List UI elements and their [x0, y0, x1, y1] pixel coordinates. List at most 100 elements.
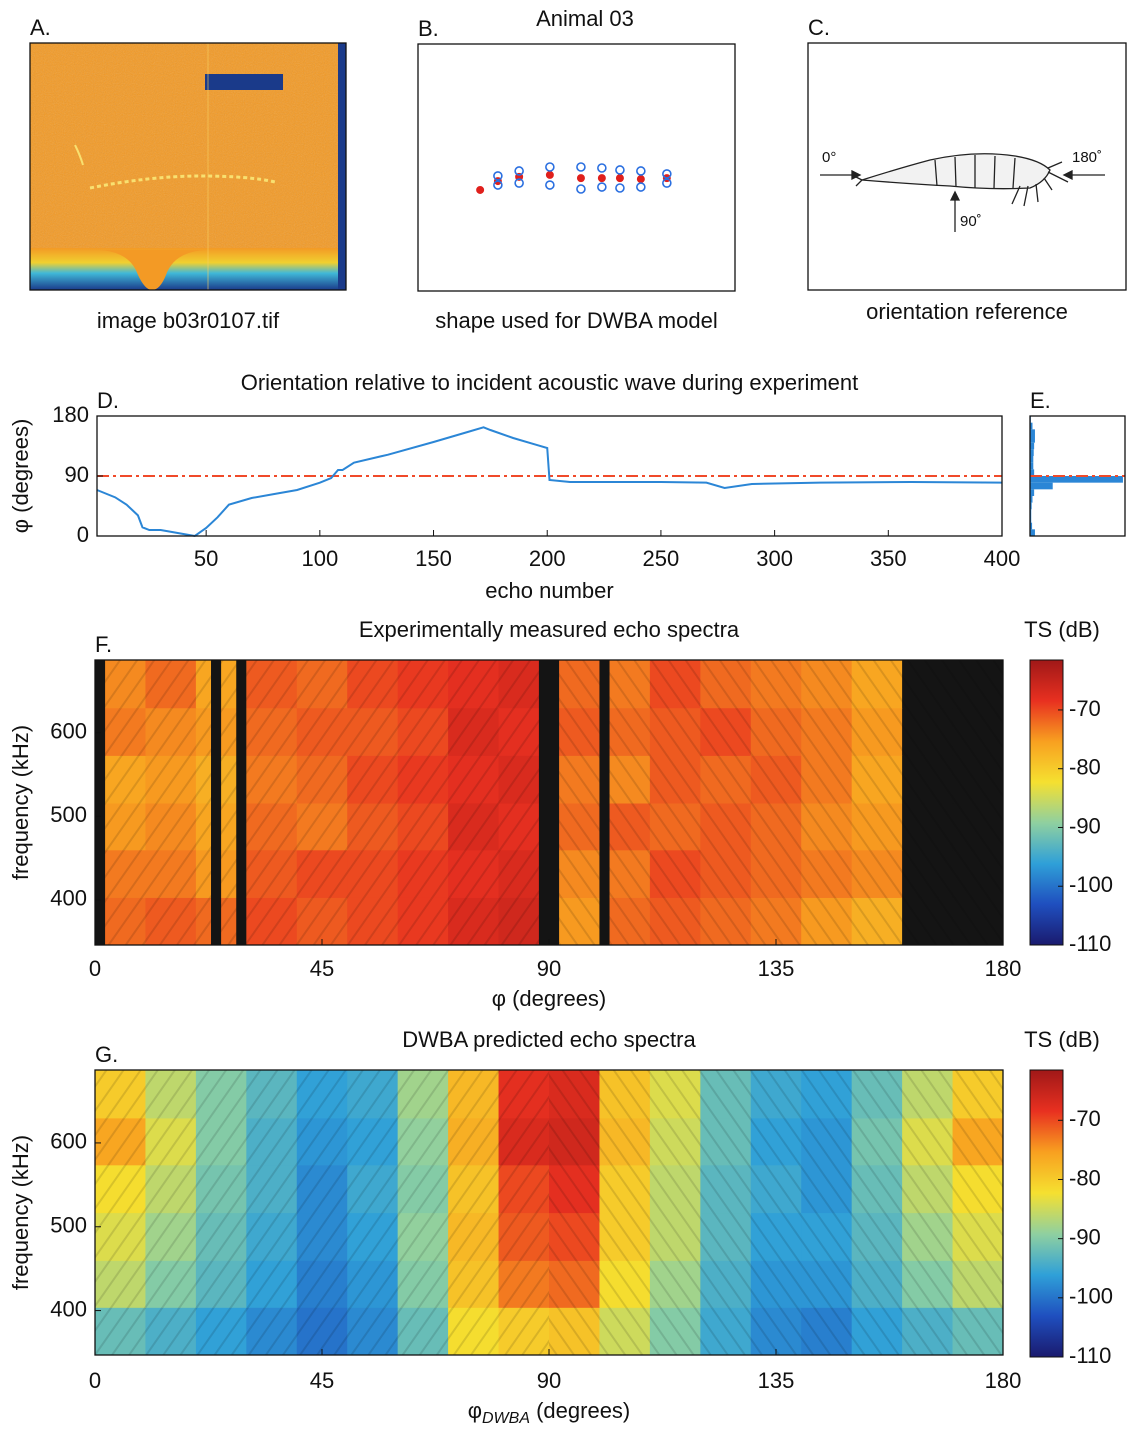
heatmap-cells	[95, 1070, 1003, 1355]
gap	[211, 660, 222, 945]
colorbar-tick-label: -90	[1069, 813, 1101, 838]
colorbar-tick-label: -70	[1069, 1106, 1101, 1131]
orientation-label: 90˚	[960, 213, 982, 230]
panel-label: D.	[97, 388, 119, 413]
y-tick-label: 500	[50, 802, 87, 827]
colorbar-tick-label: -90	[1069, 1224, 1101, 1249]
caption: orientation reference	[866, 299, 1068, 324]
panel-label: C.	[808, 15, 830, 40]
y-axis-label: frequency (kHz)	[8, 725, 33, 880]
histogram-bar	[1030, 489, 1035, 496]
colorbar-tick-label: -110	[1069, 931, 1111, 956]
panel-label: G.	[95, 1042, 118, 1067]
x-tick-label: 135	[758, 956, 795, 981]
panel-label: A.	[30, 15, 51, 40]
point	[597, 182, 607, 192]
x-axis-label-main: φ (degrees)	[492, 986, 607, 1011]
x-axis-label-unit: (degrees)	[530, 1398, 630, 1423]
x-tick-label: 250	[643, 546, 680, 571]
x-axis-label-sub: DWBA	[482, 1410, 530, 1427]
panel-label: B.	[418, 16, 439, 41]
x-axis-label: echo number	[485, 578, 613, 603]
point	[597, 163, 607, 173]
x-tick-label: 45	[310, 1368, 334, 1393]
colorbar-label: TS (dB)	[1024, 1027, 1100, 1052]
colorbar-label: TS (dB)	[1024, 617, 1100, 642]
point	[514, 178, 524, 188]
histogram-bar	[1030, 502, 1032, 510]
x-tick-label: 0	[89, 1368, 101, 1393]
colorbar	[1029, 659, 1064, 946]
x-tick-label: 150	[415, 546, 452, 571]
fringe-texture	[549, 660, 1003, 945]
point	[545, 180, 555, 190]
x-tick-label: 300	[756, 546, 793, 571]
y-tick-label: 180	[52, 402, 89, 427]
point	[615, 174, 624, 183]
point	[615, 183, 625, 193]
histogram-bar	[1030, 436, 1035, 443]
point	[662, 178, 672, 188]
x-tick-label: 200	[529, 546, 566, 571]
gap	[236, 660, 247, 945]
point	[636, 166, 646, 176]
x-axis-label: φ (degrees)	[492, 986, 607, 1011]
y-tick-label: 400	[50, 886, 87, 911]
orientation-label: 0°	[822, 149, 836, 166]
point	[476, 185, 485, 194]
x-tick-label: 350	[870, 546, 907, 571]
point	[576, 184, 586, 194]
gap	[95, 660, 106, 945]
fringe-texture	[95, 660, 549, 945]
histogram-bar	[1030, 469, 1035, 476]
frame	[417, 43, 736, 292]
x-axis-label-main: φ	[468, 1398, 482, 1423]
histogram-bar	[1030, 496, 1033, 503]
caption: shape used for DWBA model	[435, 308, 717, 333]
point	[576, 174, 585, 183]
colorbar-tick-label: -80	[1069, 1165, 1101, 1190]
x-tick-label: 135	[758, 1368, 795, 1393]
colorbar-tick-label: -100	[1069, 1284, 1113, 1309]
point	[615, 165, 625, 175]
chart-title: Experimentally measured echo spectra	[359, 617, 740, 642]
y-axis-label: φ (degrees)	[8, 419, 33, 534]
histogram-bar	[1030, 422, 1033, 430]
fringe-texture	[549, 1070, 1003, 1355]
histogram-bar	[1030, 476, 1123, 483]
x-tick-label: 180	[985, 956, 1022, 981]
point	[493, 171, 503, 181]
x-tick-label: 90	[537, 956, 561, 981]
chart-title: Orientation relative to incident acousti…	[241, 370, 859, 395]
orientation-label: 180˚	[1072, 149, 1102, 166]
y-tick-label: 0	[77, 522, 89, 547]
colorbar	[1029, 1069, 1064, 1358]
histogram-bar	[1030, 462, 1034, 470]
point	[597, 174, 606, 183]
histogram-bar	[1030, 449, 1034, 456]
x-axis-label: φDWBA (degrees)	[468, 1398, 631, 1427]
point	[545, 162, 555, 172]
heatmap-cells	[95, 660, 1003, 945]
krill-drawing	[820, 153, 1105, 232]
point	[493, 180, 503, 190]
caption: image b03r0107.tif	[97, 308, 280, 333]
colorbar-tick-label: -110	[1069, 1343, 1111, 1368]
point	[636, 175, 645, 184]
sonar-image	[30, 43, 346, 290]
histogram-bar	[1030, 529, 1035, 536]
histogram-bar	[1030, 522, 1033, 530]
frame	[807, 42, 1127, 291]
y-tick-label: 600	[50, 719, 87, 744]
y-tick-label: 400	[50, 1296, 87, 1321]
histogram-bar	[1030, 429, 1035, 436]
point	[576, 162, 586, 172]
point	[545, 170, 554, 179]
point	[636, 182, 646, 192]
point	[662, 169, 672, 179]
frame	[29, 42, 347, 291]
figure-title: Animal 03	[536, 6, 634, 31]
data-line	[96, 426, 1003, 538]
panel-label: F.	[95, 632, 112, 657]
